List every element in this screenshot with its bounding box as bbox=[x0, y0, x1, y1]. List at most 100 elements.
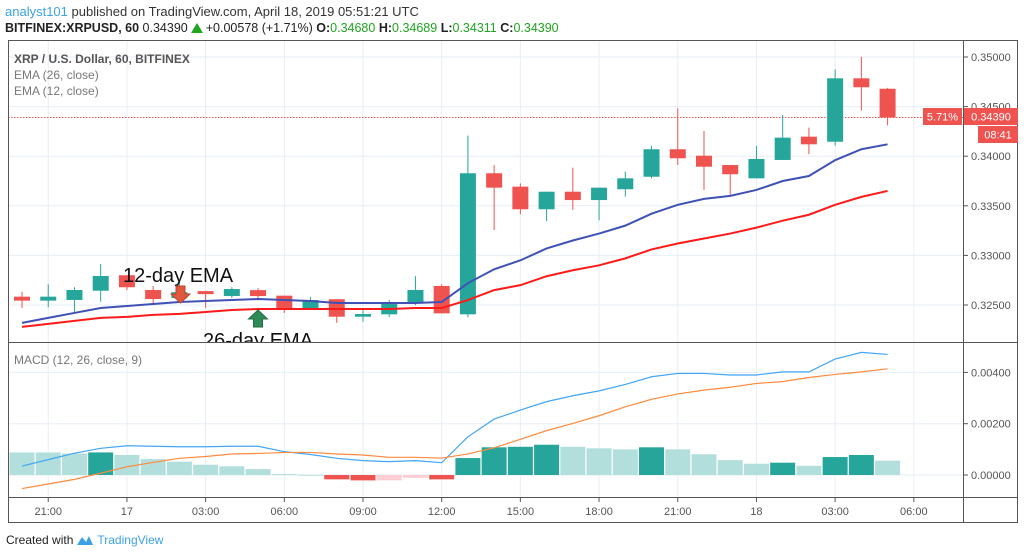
high-value: 0.34689 bbox=[392, 21, 438, 35]
annotation-26-day-ema: 26-day EMA bbox=[203, 309, 314, 352]
candle bbox=[827, 69, 844, 146]
candle-body bbox=[722, 165, 739, 175]
open-value: 0.34680 bbox=[330, 21, 376, 35]
candle-body bbox=[486, 173, 503, 188]
candle bbox=[459, 135, 476, 318]
candle-body bbox=[276, 295, 293, 310]
macd-histogram-bar bbox=[88, 452, 114, 475]
candle-body bbox=[774, 137, 791, 160]
macd-histogram-bar bbox=[848, 454, 874, 475]
macd-histogram-bar bbox=[376, 475, 402, 481]
candle bbox=[669, 108, 686, 166]
candle bbox=[145, 285, 162, 305]
candle bbox=[643, 145, 660, 179]
ema26-annotation-label: 26-day EMA bbox=[203, 330, 314, 352]
candle-body bbox=[14, 296, 30, 301]
ema12-legend[interactable]: EMA (12, close) bbox=[14, 84, 99, 98]
tradingview-link[interactable]: TradingView bbox=[97, 533, 164, 547]
macd-tick-label: 0.00400 bbox=[971, 367, 1011, 379]
ema12-line bbox=[21, 143, 888, 324]
candle bbox=[486, 165, 503, 231]
candle-body bbox=[512, 186, 529, 210]
macd-histogram-bar bbox=[245, 469, 271, 475]
candle bbox=[564, 167, 581, 210]
time-tick-label: 12:00 bbox=[428, 506, 456, 518]
open-label: O: bbox=[316, 21, 331, 35]
macd-histogram-bar bbox=[612, 449, 638, 475]
candle bbox=[197, 291, 214, 308]
candle-body bbox=[617, 178, 634, 190]
macd-histogram-bar bbox=[166, 461, 192, 475]
candle-body bbox=[66, 290, 83, 300]
macd-histogram-bar bbox=[770, 462, 796, 475]
macd-histogram-bar bbox=[114, 454, 140, 475]
candle bbox=[748, 145, 765, 179]
bar-countdown: 08:41 bbox=[984, 130, 1012, 142]
macd-histogram-bar bbox=[560, 446, 586, 475]
candle-body bbox=[643, 149, 660, 177]
macd-histogram-bar bbox=[481, 447, 507, 475]
candle-body bbox=[564, 191, 581, 201]
last-price-label: 0.34390 bbox=[971, 112, 1011, 124]
change: +0.00578 (+1.71%) bbox=[205, 21, 313, 35]
low-label: L: bbox=[440, 21, 453, 35]
candle bbox=[276, 295, 293, 313]
time-tick-label: 21:00 bbox=[664, 506, 692, 518]
time-tick-label: 18:00 bbox=[585, 506, 613, 518]
time-tick-label: 03:00 bbox=[192, 506, 220, 518]
candle-body bbox=[879, 88, 896, 118]
price-pane bbox=[8, 56, 963, 328]
author-link[interactable]: analyst101 bbox=[5, 4, 68, 19]
low-value: 0.34311 bbox=[452, 21, 497, 35]
axes: 0.350000.345000.340000.335000.330000.325… bbox=[34, 52, 1010, 518]
macd-histogram-bar bbox=[61, 453, 87, 475]
candle bbox=[538, 191, 555, 221]
price-tick-label: 0.35000 bbox=[971, 52, 1011, 64]
candle bbox=[14, 291, 30, 308]
footer: Created with TradingView bbox=[6, 533, 163, 547]
time-tick-label: 03:00 bbox=[821, 506, 849, 518]
macd-histogram-bar bbox=[429, 475, 455, 480]
time-tick-label: 09:00 bbox=[349, 506, 377, 518]
time-tick-label: 06:00 bbox=[271, 506, 299, 518]
candle bbox=[853, 56, 870, 111]
macd-legend[interactable]: MACD (12, 26, close, 9) bbox=[14, 353, 142, 367]
close-value: 0.34390 bbox=[513, 21, 559, 35]
macd-line bbox=[21, 351, 888, 467]
candle bbox=[695, 131, 712, 191]
macd-histogram-bar bbox=[639, 447, 665, 475]
up-triangle-icon bbox=[190, 23, 203, 33]
candle bbox=[591, 187, 608, 221]
candle bbox=[774, 115, 791, 160]
candle bbox=[66, 287, 83, 314]
candle-body bbox=[250, 290, 267, 297]
macd-histogram-bar bbox=[796, 465, 822, 475]
macd-histogram-bar bbox=[665, 449, 691, 475]
candle bbox=[92, 264, 109, 302]
ema26-legend[interactable]: EMA (26, close) bbox=[14, 68, 99, 82]
candle-body bbox=[92, 276, 109, 291]
macd-histogram-bar bbox=[35, 452, 61, 475]
macd-histogram-bar bbox=[271, 473, 297, 475]
candle bbox=[223, 287, 240, 299]
candle bbox=[302, 297, 319, 310]
macd-histogram-bar bbox=[822, 457, 848, 475]
macd-histogram-bar bbox=[298, 474, 324, 476]
candle-body bbox=[695, 155, 712, 167]
ema26-line bbox=[21, 189, 888, 328]
macd-histogram-bar bbox=[219, 466, 245, 475]
arrow-down-icon bbox=[169, 285, 192, 304]
main-pane-title: XRP / U.S. Dollar, 60, BITFINEX bbox=[14, 52, 190, 66]
candle-body bbox=[748, 158, 765, 179]
price-tick-label: 0.33500 bbox=[971, 201, 1011, 213]
time-tick-label: 15:00 bbox=[507, 506, 535, 518]
macd-histogram-bar bbox=[9, 452, 35, 475]
candle-body bbox=[538, 191, 555, 210]
macd-histogram-bar bbox=[875, 460, 901, 475]
price-tick-label: 0.34000 bbox=[971, 151, 1011, 163]
candle bbox=[722, 165, 739, 195]
candle bbox=[250, 288, 267, 300]
created-with-label: Created with bbox=[6, 533, 74, 547]
macd-histogram-bar bbox=[324, 475, 350, 480]
